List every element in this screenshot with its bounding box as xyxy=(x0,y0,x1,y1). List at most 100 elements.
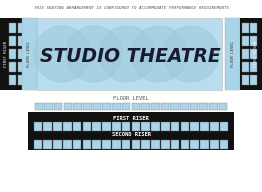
Circle shape xyxy=(99,26,155,82)
Circle shape xyxy=(66,26,122,82)
Bar xyxy=(161,122,170,131)
Bar xyxy=(190,103,198,110)
Bar xyxy=(112,140,121,149)
Text: FIRST RISER: FIRST RISER xyxy=(254,41,258,67)
Bar xyxy=(0,18,22,90)
Bar xyxy=(200,122,209,131)
Bar xyxy=(9,62,16,72)
Bar xyxy=(141,103,150,110)
Bar xyxy=(250,23,257,33)
Bar xyxy=(141,140,150,149)
Bar xyxy=(92,140,101,149)
Text: THIS SEATING ARRANGEMENT IS CONFIGURED TO ACCOMMODATE PERFORMANCE REQUIREMENTS: THIS SEATING ARRANGEMENT IS CONFIGURED T… xyxy=(34,6,228,10)
Bar xyxy=(83,122,91,131)
Bar xyxy=(190,140,199,149)
Bar xyxy=(161,140,170,149)
Bar xyxy=(102,122,111,131)
Bar xyxy=(219,103,227,110)
Bar xyxy=(43,122,52,131)
Bar xyxy=(132,103,140,110)
Bar xyxy=(34,122,42,131)
Bar xyxy=(18,75,25,85)
Bar xyxy=(141,122,150,131)
Bar xyxy=(132,122,140,131)
Bar xyxy=(18,62,25,72)
Bar xyxy=(93,103,101,110)
Bar xyxy=(250,36,257,46)
Text: FIRST RISER: FIRST RISER xyxy=(113,116,149,121)
Bar xyxy=(181,122,189,131)
Bar xyxy=(37,18,222,90)
Bar xyxy=(151,103,160,110)
Bar xyxy=(73,103,82,110)
Bar xyxy=(171,122,179,131)
Bar xyxy=(44,103,53,110)
Text: FLOOR LEVEL: FLOOR LEVEL xyxy=(231,41,234,67)
Bar xyxy=(63,140,72,149)
Bar xyxy=(34,140,42,149)
Bar xyxy=(92,122,101,131)
Circle shape xyxy=(163,26,219,82)
Bar xyxy=(220,122,228,131)
Text: FLOOR LEVEL: FLOOR LEVEL xyxy=(28,41,31,67)
Text: FIRST RISER: FIRST RISER xyxy=(4,41,8,67)
Bar xyxy=(220,140,228,149)
Bar xyxy=(225,18,240,90)
Bar xyxy=(73,122,81,131)
Bar xyxy=(112,122,121,131)
Bar xyxy=(242,62,248,72)
Bar xyxy=(240,18,262,90)
Bar xyxy=(242,23,248,33)
Bar xyxy=(122,140,130,149)
Bar xyxy=(151,140,160,149)
Bar xyxy=(64,103,72,110)
Bar xyxy=(209,103,218,110)
Bar xyxy=(170,103,179,110)
Bar xyxy=(9,36,16,46)
Bar xyxy=(83,140,91,149)
Bar xyxy=(102,140,111,149)
Bar xyxy=(190,122,199,131)
Bar xyxy=(43,140,52,149)
Bar xyxy=(199,103,208,110)
Bar xyxy=(250,49,257,59)
Bar xyxy=(9,23,16,33)
Bar xyxy=(151,122,160,131)
Text: SECOND RISER: SECOND RISER xyxy=(112,132,150,137)
Bar xyxy=(83,103,92,110)
Bar xyxy=(112,103,121,110)
Bar xyxy=(171,140,179,149)
Bar xyxy=(242,36,248,46)
Bar xyxy=(210,122,219,131)
Text: FLOOR LEVEL: FLOOR LEVEL xyxy=(113,95,149,100)
Bar xyxy=(54,103,63,110)
Bar xyxy=(18,23,25,33)
Circle shape xyxy=(131,26,187,82)
Bar xyxy=(132,140,140,149)
Bar xyxy=(53,122,62,131)
Bar xyxy=(9,75,16,85)
Bar xyxy=(53,140,62,149)
Bar xyxy=(22,18,37,90)
Bar xyxy=(102,103,111,110)
Bar xyxy=(35,103,43,110)
Bar xyxy=(200,140,209,149)
Bar xyxy=(181,140,189,149)
Bar xyxy=(9,49,16,59)
Bar xyxy=(122,103,130,110)
Bar xyxy=(180,103,189,110)
Bar xyxy=(73,140,81,149)
Circle shape xyxy=(34,26,90,82)
Bar xyxy=(63,122,72,131)
Bar xyxy=(242,49,248,59)
Bar xyxy=(250,75,257,85)
Bar xyxy=(18,36,25,46)
Bar xyxy=(242,75,248,85)
Bar xyxy=(28,112,234,150)
Bar xyxy=(250,62,257,72)
Bar xyxy=(161,103,169,110)
Bar xyxy=(122,122,130,131)
Bar xyxy=(18,49,25,59)
Text: STUDIO THEATRE: STUDIO THEATRE xyxy=(40,47,220,66)
Bar xyxy=(210,140,219,149)
